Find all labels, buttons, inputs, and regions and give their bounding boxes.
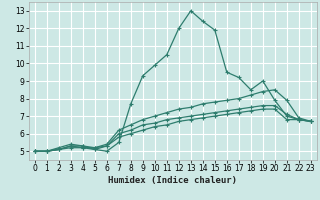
X-axis label: Humidex (Indice chaleur): Humidex (Indice chaleur)	[108, 176, 237, 185]
